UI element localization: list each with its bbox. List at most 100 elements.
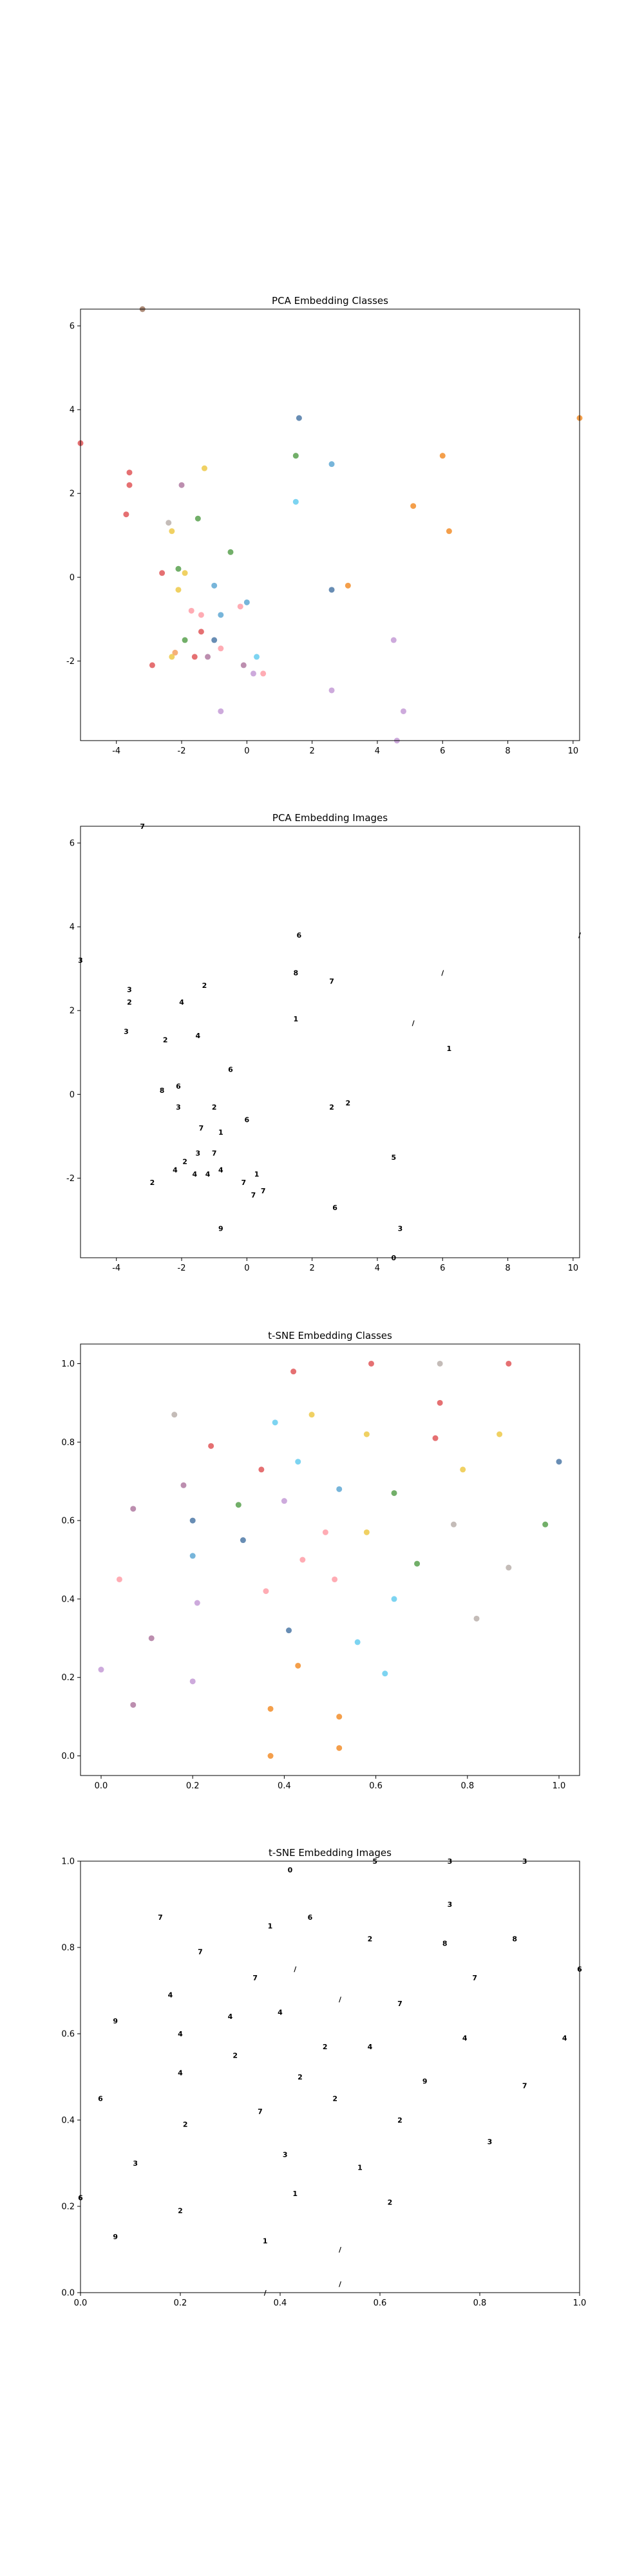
image-thumbnail: 6 — [228, 1065, 233, 1074]
data-point — [473, 1615, 480, 1622]
data-point — [201, 465, 207, 471]
image-thumbnail: 7 — [241, 1179, 246, 1187]
x-tick-label: 0.6 — [374, 2298, 387, 2308]
image-thumbnail: 4 — [278, 2009, 283, 2017]
image-thumbnail: 4 — [168, 1991, 173, 2000]
data-point — [258, 1466, 265, 1473]
image-thumbnail: 8 — [442, 1939, 448, 1947]
data-point — [240, 1537, 246, 1544]
data-point — [188, 607, 194, 614]
data-point — [189, 1678, 196, 1685]
data-point — [290, 1368, 297, 1375]
image-thumbnail: 3 — [133, 2159, 138, 2168]
image-thumbnail: 7 — [251, 1191, 256, 1199]
image-thumbnail: 2 — [202, 981, 207, 990]
data-point — [175, 565, 182, 572]
y-tick-label: 0.4 — [61, 2116, 75, 2126]
data-point — [336, 1714, 343, 1720]
image-thumbnail: 2 — [183, 2121, 188, 2129]
image-thumbnail: 2 — [298, 2073, 303, 2081]
image-thumbnail: 2 — [368, 1935, 373, 1944]
data-point — [281, 1498, 287, 1504]
image-thumbnail: 1 — [293, 1015, 298, 1023]
data-point — [98, 1667, 104, 1673]
data-point — [295, 1459, 301, 1465]
data-point — [542, 1521, 549, 1528]
data-point — [506, 1564, 512, 1571]
data-point — [437, 1399, 443, 1406]
image-thumbnail: 8 — [160, 1086, 165, 1095]
image-thumbnail: 7 — [522, 2081, 527, 2090]
image-thumbnail: 7 — [199, 1124, 204, 1132]
image-thumbnail: 2 — [388, 2198, 393, 2206]
image-thumbnail: 3 — [127, 986, 132, 994]
data-point — [218, 645, 224, 652]
chart-title: t-SNE Embedding Images — [269, 1847, 392, 1859]
axes-frame — [80, 1343, 580, 1776]
x-tick-label: 0.8 — [460, 1781, 474, 1791]
image-thumbnail: 7 — [329, 978, 334, 986]
data-point — [391, 1490, 397, 1496]
data-point — [126, 469, 133, 476]
image-thumbnail: 2 — [329, 1103, 334, 1112]
image-thumbnail: / — [441, 969, 444, 978]
data-point — [382, 1671, 388, 1677]
image-thumbnail: 2 — [150, 1179, 155, 1187]
image-thumbnail: / — [412, 1019, 415, 1028]
y-tick-label: 0.8 — [61, 1944, 75, 1953]
axes-frame — [80, 308, 580, 741]
data-point — [391, 1596, 397, 1602]
image-thumbnail: 5 — [391, 1153, 396, 1162]
chart-title: PCA Embedding Classes — [272, 295, 388, 307]
data-point — [254, 654, 260, 660]
image-thumbnail: 3 — [176, 1103, 181, 1112]
y-tick-label: -2 — [66, 1174, 75, 1184]
data-point — [205, 654, 211, 660]
data-point — [178, 482, 185, 488]
data-point — [299, 1557, 306, 1563]
data-point — [390, 637, 397, 643]
image-thumbnail: 0 — [288, 1866, 293, 1874]
x-tick-label: 8 — [505, 746, 510, 756]
image-thumbnail: 4 — [192, 1170, 197, 1179]
data-point — [182, 637, 188, 643]
image-thumbnail: 7 — [472, 1974, 477, 1982]
axes-frame — [80, 826, 580, 1258]
image-thumbnail: 3 — [283, 2151, 288, 2159]
panel-pca-classes: PCA Embedding Classes -4 -2 0 2 4 6 8 10 -2 0 2 4 6 — [66, 295, 583, 756]
image-thumbnail: 1 — [218, 1128, 223, 1137]
y-tick-label: 0.6 — [61, 1517, 75, 1526]
data-point — [172, 649, 178, 656]
x-tick-label: 8 — [505, 1264, 510, 1273]
data-point — [308, 1412, 315, 1418]
y-tick-label: 0.2 — [61, 1673, 75, 1683]
data-point — [292, 453, 299, 459]
image-thumbnail: 9 — [113, 2017, 118, 2025]
x-tick-label: 0.2 — [186, 1781, 200, 1791]
data-point — [446, 528, 452, 535]
data-point — [497, 1431, 503, 1437]
data-point — [175, 587, 182, 593]
data-point — [191, 654, 198, 660]
image-thumbnail: 7 — [252, 1974, 258, 1982]
x-tick-label: 4 — [375, 1264, 380, 1273]
image-thumbnail: 1 — [263, 2237, 268, 2246]
y-tick-label: 0.4 — [61, 1595, 75, 1604]
x-tick-label: 2 — [309, 1264, 314, 1273]
y-tick-label: 0.2 — [61, 2202, 75, 2212]
y-tick-label: 4 — [70, 406, 75, 415]
data-point — [345, 582, 351, 589]
data-point — [363, 1431, 370, 1437]
image-thumbnail: 3 — [196, 1149, 201, 1157]
y-tick-label: 1.0 — [61, 1857, 75, 1867]
data-point — [227, 549, 234, 555]
data-point — [292, 498, 299, 505]
x-tick-label: 0.6 — [369, 1781, 383, 1791]
data-point — [263, 1588, 269, 1595]
image-thumbnail: 8 — [512, 1935, 517, 1944]
image-thumbnail: 7 — [212, 1149, 217, 1157]
image-thumbnail: 2 — [212, 1103, 217, 1112]
y-tick-label: 6 — [70, 322, 75, 332]
x-tick-label: -4 — [112, 1264, 120, 1273]
